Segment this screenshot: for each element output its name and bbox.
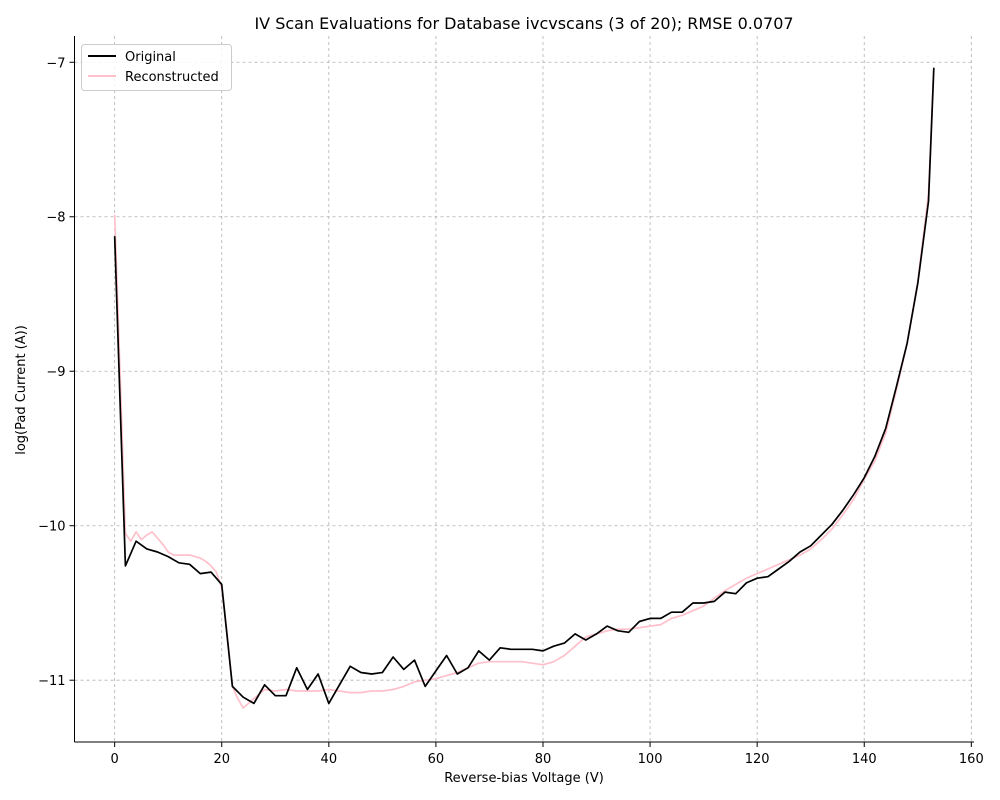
y-axis-label: log(Pad Current (A))	[14, 325, 29, 455]
series-line-original	[113, 67, 935, 705]
x-tick-label: 160	[959, 752, 984, 767]
legend-box	[81, 44, 232, 91]
y-tick-label: −11	[38, 674, 65, 689]
y-tick-label: −8	[46, 211, 65, 226]
legend-label-reconstructed: Reconstructed	[125, 70, 219, 85]
x-tick-label: 60	[428, 752, 445, 767]
series-lines	[113, 67, 935, 709]
series-line-reconstructed	[113, 69, 935, 709]
x-tick-label: 40	[321, 752, 338, 767]
y-tick-label: −9	[46, 365, 65, 380]
x-tick-label: 0	[111, 752, 119, 767]
gridlines	[74, 36, 974, 742]
x-tick-label: 140	[852, 752, 877, 767]
x-tick-label: 120	[745, 752, 770, 767]
legend-label-original: Original	[125, 50, 176, 65]
x-axis-ticks: 0 20 40 60 80 100 120 140 160	[111, 742, 984, 767]
legend: Original Reconstructed	[81, 44, 232, 91]
x-tick-label: 80	[535, 752, 552, 767]
chart-title: IV Scan Evaluations for Database ivcvsca…	[254, 14, 793, 33]
y-tick-label: −7	[46, 56, 65, 71]
y-tick-label: −10	[38, 520, 65, 535]
x-tick-label: 20	[213, 752, 230, 767]
y-axis-ticks: −7 −8 −9 −10 −11	[38, 56, 75, 689]
x-tick-label: 100	[638, 752, 663, 767]
x-axis-label: Reverse-bias Voltage (V)	[444, 771, 604, 786]
